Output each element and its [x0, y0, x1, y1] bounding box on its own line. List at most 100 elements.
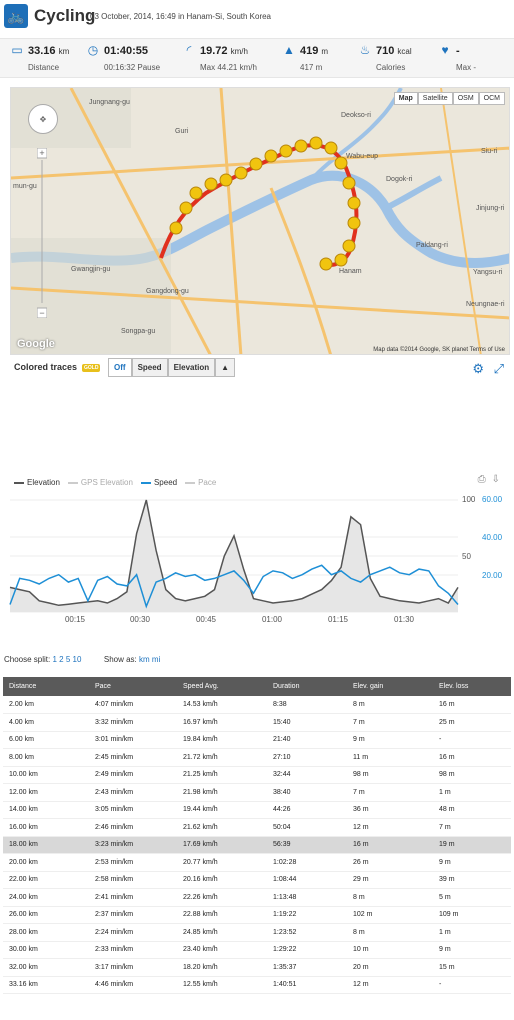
activity-subtitle: 03 October, 2014, 16:49 in Hanam-Si, Sou…	[90, 12, 272, 21]
elevation-area	[10, 500, 458, 612]
map-type-satellite[interactable]: Satellite	[417, 92, 453, 105]
place-label: mun-gu	[13, 183, 37, 190]
trace-off-button[interactable]: Off	[108, 358, 132, 377]
print-icon[interactable]: ⎙	[477, 474, 486, 485]
map-type-buttons: Map Satellite OSM OCM	[393, 92, 505, 105]
place-label: Yangsu-ri	[473, 269, 503, 276]
table-cell: 27:10	[267, 748, 347, 767]
map-zoom-slider[interactable]: + −	[37, 148, 47, 318]
colored-traces-label: Colored traces	[14, 362, 78, 372]
col-elev-loss: Elev. loss	[433, 677, 511, 696]
legend-pace[interactable]: Pace	[185, 478, 216, 487]
table-cell: 21:40	[267, 731, 347, 749]
legend-speed[interactable]: Speed	[140, 478, 177, 487]
table-cell: 98 m	[347, 766, 433, 784]
table-cell: 8 m	[347, 923, 433, 942]
table-cell: 32:44	[267, 766, 347, 784]
cycling-icon: 🚲	[4, 4, 28, 28]
svg-text:−: −	[39, 308, 44, 318]
table-cell: 8 m	[347, 696, 433, 714]
table-cell: 56:39	[267, 836, 347, 854]
stat-value: 419	[300, 45, 319, 57]
col-duration: Duration	[267, 677, 347, 696]
table-cell: 2:37 min/km	[89, 906, 177, 924]
table-cell: 7 m	[433, 818, 511, 837]
table-cell: 24.85 km/h	[177, 923, 267, 942]
table-cell: 12.00 km	[3, 783, 89, 802]
chart-plot: 100 50 60.00 40.00 20.00 00:15 00:30 00:45 01:00…	[9, 495, 503, 624]
table-cell: 8.00 km	[3, 748, 89, 767]
map-attribution[interactable]: Map data ©2014 Google, SK planet Terms o…	[373, 347, 505, 353]
table-cell: 2:43 min/km	[89, 783, 177, 802]
table-cell: 2:53 min/km	[89, 853, 177, 872]
stat-value: 710	[376, 45, 395, 57]
map-type-osm[interactable]: OSM	[452, 92, 479, 105]
table-cell: 20.77 km/h	[177, 853, 267, 872]
table-header-row: Distance Pace Speed Avg. Duration Elev. …	[3, 677, 511, 696]
table-cell: 16 m	[433, 748, 511, 767]
map-place-labels: Jungnang-gu Guri Gwangjin-gu Gangdong-gu…	[11, 88, 509, 354]
split-options[interactable]: 1 2 5 10	[52, 655, 82, 664]
stat-label: Calories	[376, 63, 406, 72]
map-type-ocm[interactable]: OCM	[478, 92, 505, 105]
col-elev-gain: Elev. gain	[347, 677, 433, 696]
stat-value: -	[456, 45, 460, 57]
table-cell: 14.00 km	[3, 801, 89, 819]
download-icon[interactable]: ⇩	[491, 474, 500, 485]
table-cell: 1:13:48	[267, 888, 347, 907]
table-cell: 2:46 min/km	[89, 818, 177, 837]
map-pan-control[interactable]: ✥	[28, 104, 58, 134]
chart-tools: ⎙ ⇩	[478, 474, 500, 485]
table-cell: 1:02:28	[267, 853, 347, 872]
stat-value: 19.72	[200, 45, 228, 57]
table-cell: 1:19:22	[267, 906, 347, 924]
stats-bar: ▭ 33.16 km Distance ◷ 01:40:55 00:16:32 …	[0, 38, 514, 78]
table-cell: 4:07 min/km	[89, 696, 177, 714]
table-cell: 1:40:51	[267, 976, 347, 994]
table-cell: 30.00 km	[3, 941, 89, 959]
map-type-map[interactable]: Map	[393, 92, 418, 105]
place-label: Hanam	[339, 268, 362, 275]
show-as-options[interactable]: km mi	[139, 655, 161, 664]
trace-collapse-button[interactable]: ▲	[215, 358, 236, 377]
table-cell: 5 m	[433, 888, 511, 907]
trace-buttons: Off Speed Elevation ▲	[108, 358, 236, 377]
fullscreen-icon[interactable]: ⤢	[493, 361, 504, 376]
table-row: 20.00 km 2:53 min/km 20.77 km/h 1:02:28 26 m…	[3, 853, 511, 872]
table-cell: 21.98 km/h	[177, 783, 267, 802]
table-cell: 29 m	[347, 871, 433, 889]
table-cell: 3:23 min/km	[89, 836, 177, 854]
trace-elevation-button[interactable]: Elevation	[167, 358, 216, 377]
legend-gps-elevation[interactable]: GPS Elevation	[67, 478, 133, 487]
table-cell: 18.20 km/h	[177, 958, 267, 977]
table-cell: 22.88 km/h	[177, 906, 267, 924]
speed-icon: ◜	[186, 43, 192, 57]
trace-speed-button[interactable]: Speed	[131, 358, 168, 377]
table-cell: 2:45 min/km	[89, 748, 177, 767]
place-label: Neungnae-ri	[466, 301, 505, 308]
gold-badge: GOLD	[82, 364, 101, 372]
table-cell: 8 m	[347, 888, 433, 907]
table-cell: 9 m	[347, 731, 433, 749]
table-cell: 20.00 km	[3, 853, 89, 872]
place-label: Dogok-ri	[386, 176, 413, 183]
table-cell: 2:24 min/km	[89, 923, 177, 942]
table-cell: 44:26	[267, 801, 347, 819]
stat-unit: km	[58, 47, 70, 56]
table-cell: 2:33 min/km	[89, 941, 177, 959]
table-cell: 36 m	[347, 801, 433, 819]
table-cell: 16 m	[433, 696, 511, 714]
stat-value: 33.16	[28, 45, 56, 57]
gear-icon[interactable]: ⚙	[472, 361, 484, 376]
table-cell: 98 m	[433, 766, 511, 784]
table-cell: 20.16 km/h	[177, 871, 267, 889]
table-cell: 1:29:22	[267, 941, 347, 959]
legend-elevation[interactable]: Elevation	[14, 478, 60, 487]
table-cell: 3:05 min/km	[89, 801, 177, 819]
table-cell: 1 m	[433, 923, 511, 942]
table-cell: 32.00 km	[3, 958, 89, 977]
route-map[interactable]: ✥ + − Map Satellite OSM OCM Google Map d…	[10, 87, 510, 355]
stat-unit: m	[321, 47, 329, 56]
